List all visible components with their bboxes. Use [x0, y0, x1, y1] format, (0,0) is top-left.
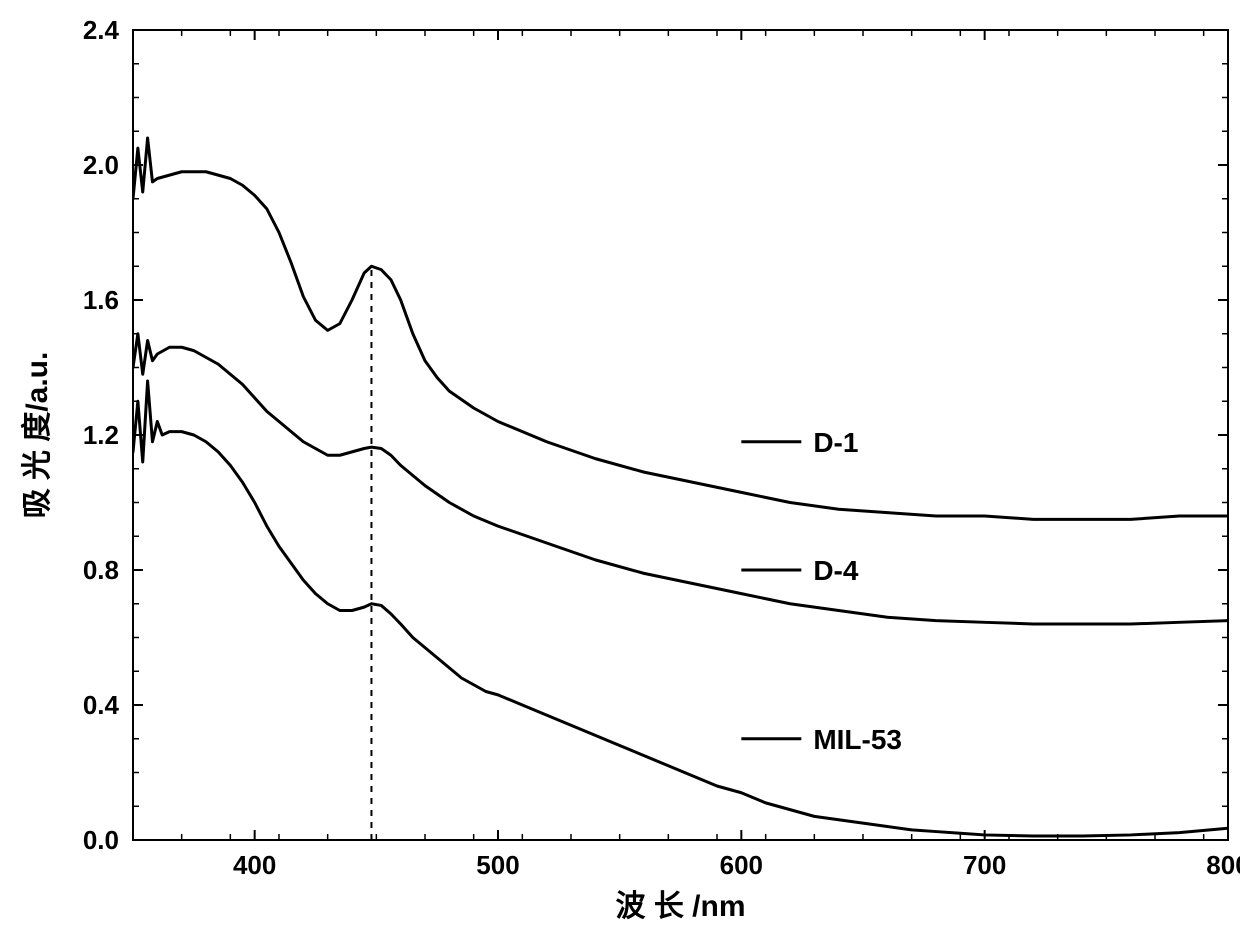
x-tick-label: 700 [963, 850, 1006, 880]
y-tick-label: 1.2 [83, 420, 119, 450]
y-axis-label: 吸 光 度/a.u. [21, 352, 54, 519]
y-tick-label: 0.0 [83, 825, 119, 855]
y-tick-label: 2.0 [83, 150, 119, 180]
uv-vis-chart: 400 500 600 700 800 0.0 0.4 0.8 1.2 1.6 2.0 2.4 波 长 … [0, 0, 1240, 926]
x-tick-label: 500 [476, 850, 519, 880]
y-tick-label: 0.8 [83, 555, 119, 585]
x-tick-label: 600 [720, 850, 763, 880]
legend-label-MIL-53: MIL-53 [813, 724, 902, 755]
x-tick-label: 800 [1206, 850, 1240, 880]
x-axis-label: 波 长 /nm [615, 890, 745, 923]
legend-label-D-4: D-4 [813, 555, 859, 586]
x-tick-label: 400 [233, 850, 276, 880]
chart-container: 400 500 600 700 800 0.0 0.4 0.8 1.2 1.6 2.0 2.4 波 长 … [0, 0, 1240, 926]
y-tick-label: 1.6 [83, 285, 119, 315]
legend-label-D-1: D-1 [813, 427, 858, 458]
y-tick-label: 2.4 [83, 15, 120, 45]
y-tick-label: 0.4 [83, 690, 120, 720]
